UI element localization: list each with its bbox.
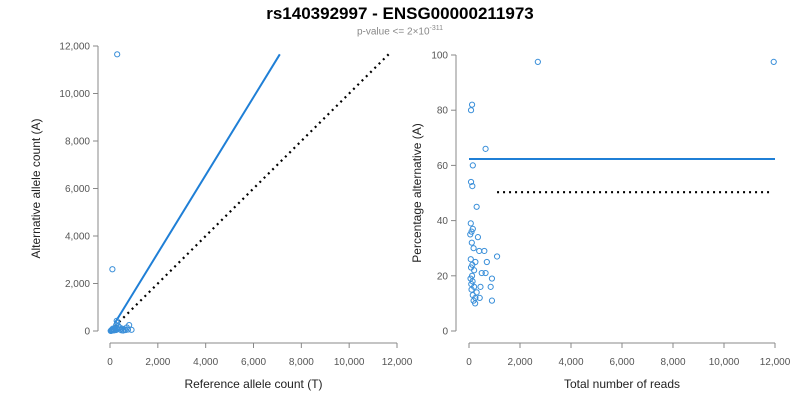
left-scatter-panel: 0 2,000 4,000 6,000 8,000 10,000 12,000 0 2,000 4…	[29, 42, 413, 392]
data-point	[487, 283, 494, 290]
subtitle-prefix: p-value <= 2×10	[356, 26, 430, 38]
data-point	[120, 327, 127, 334]
data-point	[474, 234, 482, 241]
x-tick-label: 6,000	[609, 357, 634, 368]
x-tick-label: 0	[466, 357, 472, 368]
x-tick-label: 8,000	[289, 357, 314, 368]
y-tick-label: 40	[437, 216, 449, 227]
x-tick-label: 6,000	[241, 357, 266, 368]
x-tick-label: 12,000	[760, 357, 791, 368]
data-point	[467, 178, 475, 186]
data-point	[109, 266, 116, 273]
data-point	[467, 220, 474, 227]
y-tick-label: 8,000	[65, 137, 90, 148]
data-point	[488, 275, 496, 282]
data-point	[471, 267, 478, 274]
x-tick-label: 2,000	[145, 357, 170, 368]
y-tick-label: 100	[431, 51, 448, 62]
data-point	[468, 286, 475, 293]
data-point	[478, 269, 485, 277]
data-point	[128, 326, 135, 333]
subtitle-exponent: -311	[429, 25, 444, 32]
data-point	[482, 269, 489, 277]
y-tick-label: 2,000	[65, 279, 90, 290]
x-axis-label: Total number of reads	[564, 377, 680, 391]
y-tick-label: 10,000	[59, 89, 90, 100]
data-point	[473, 203, 480, 210]
x-tick-label: 10,000	[709, 357, 740, 368]
data-point	[467, 231, 474, 238]
y-tick-label: 12,000	[59, 42, 90, 53]
y-axis-label: Alternative allele count (A)	[29, 118, 43, 258]
data-point	[468, 239, 475, 246]
data-point	[482, 145, 489, 152]
data-point	[493, 253, 501, 260]
data-point	[477, 283, 484, 290]
x-axis-label: Reference allele count (T)	[184, 377, 322, 391]
reference-line	[114, 53, 390, 328]
chart-subtitle: p-value <= 2×10-311	[0, 25, 800, 37]
data-point	[534, 58, 541, 66]
data-point	[468, 101, 476, 108]
data-point	[476, 247, 483, 255]
data-point	[467, 107, 475, 114]
data-point	[122, 326, 129, 334]
x-tick-label: 12,000	[382, 357, 413, 368]
data-point	[469, 183, 476, 190]
data-point	[110, 327, 117, 334]
data-point	[472, 300, 479, 307]
data-point	[488, 297, 496, 304]
right-scatter-panel: 0 2,000 4,000 6,000 8,000 10,000 12,000 0 20 40 60…	[410, 51, 791, 392]
y-tick-label: 0	[84, 327, 90, 338]
y-tick-label: 20	[437, 271, 449, 282]
y-tick-label: 80	[437, 106, 449, 117]
x-tick-label: 4,000	[193, 357, 218, 368]
data-point	[481, 247, 488, 255]
y-tick-label: 0	[442, 327, 448, 338]
x-tick-label: 10,000	[334, 357, 365, 368]
x-tick-label: 2,000	[507, 357, 532, 368]
data-point	[476, 294, 483, 301]
data-point	[470, 245, 477, 252]
chart-title: rs140392997 - ENSG00000211973	[266, 4, 534, 23]
x-tick-label: 4,000	[558, 357, 583, 368]
y-tick-label: 4,000	[65, 232, 90, 243]
fit-line	[113, 53, 281, 324]
data-point	[770, 58, 777, 66]
data-point	[114, 51, 121, 58]
x-tick-label: 8,000	[660, 357, 685, 368]
y-tick-label: 6,000	[65, 184, 90, 195]
y-axis-label: Percentage alternative (A)	[410, 123, 424, 262]
data-point	[483, 258, 490, 266]
data-point	[469, 162, 476, 169]
data-point	[467, 256, 474, 263]
x-tick-label: 0	[107, 357, 113, 368]
y-tick-label: 60	[437, 161, 449, 172]
